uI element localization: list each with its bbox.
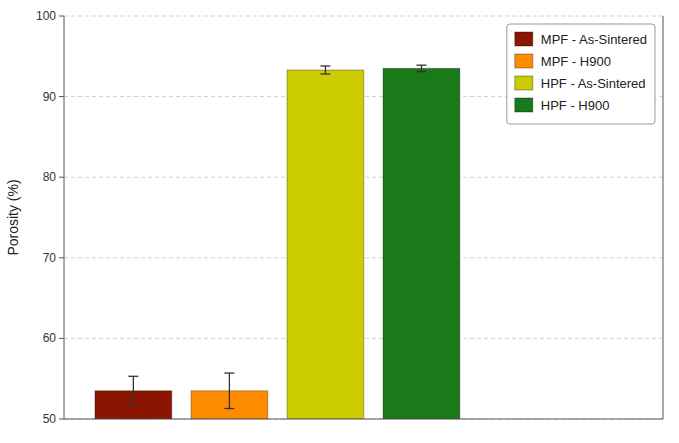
y-axis-line <box>64 16 65 419</box>
y-tick <box>59 338 64 339</box>
error-cap <box>320 73 330 74</box>
y-tick <box>59 177 64 178</box>
y-tick-label: 80 <box>43 170 57 184</box>
legend: MPF - As-Sintered MPF - H900 HPF - As-Sint… <box>507 24 655 124</box>
error-bar <box>224 373 234 408</box>
legend-label: HPF - H900 <box>541 98 610 113</box>
y-tick-label: 60 <box>43 331 57 345</box>
bar <box>287 70 364 419</box>
legend-swatch <box>515 98 533 112</box>
legend-swatch <box>515 54 533 68</box>
chart: 50 60 70 80 90 100 Porosity (%) MPF - As-Sinter… <box>0 0 679 443</box>
y-tick <box>59 419 64 420</box>
y-tick <box>59 96 64 97</box>
grid-line <box>64 419 663 420</box>
y-axis-label: Porosity (%) <box>5 179 21 255</box>
y-tick <box>59 16 64 17</box>
error-cap <box>416 71 426 72</box>
right-axis-line <box>663 16 664 419</box>
error-cap <box>128 376 138 377</box>
error-cap <box>128 405 138 406</box>
legend-box <box>507 24 655 124</box>
y-tick-label: 100 <box>36 9 56 23</box>
legend-swatch <box>515 32 533 46</box>
error-cap <box>224 408 234 409</box>
x-axis-line <box>64 419 663 420</box>
bars <box>95 68 460 419</box>
legend-swatch <box>515 76 533 90</box>
error-line <box>229 373 230 408</box>
error-line <box>325 66 326 74</box>
error-bar <box>128 376 138 405</box>
y-tick-label: 50 <box>43 412 57 426</box>
error-cap <box>224 372 234 373</box>
error-cap <box>320 65 330 66</box>
y-tick-label: 90 <box>43 90 57 104</box>
error-line <box>421 65 422 71</box>
error-bars <box>128 65 426 408</box>
error-line <box>133 376 134 405</box>
axes: 50 60 70 80 90 100 <box>36 9 663 426</box>
y-tick <box>59 257 64 258</box>
legend-label: HPF - As-Sintered <box>541 76 646 91</box>
error-bar <box>320 66 330 74</box>
grid <box>64 16 663 419</box>
grid-line <box>64 16 663 17</box>
error-bar <box>416 65 426 71</box>
error-cap <box>416 65 426 66</box>
legend-label: MPF - H900 <box>541 54 611 69</box>
y-tick-label: 70 <box>43 251 57 265</box>
legend-label: MPF - As-Sintered <box>541 32 647 47</box>
bar <box>383 68 460 419</box>
